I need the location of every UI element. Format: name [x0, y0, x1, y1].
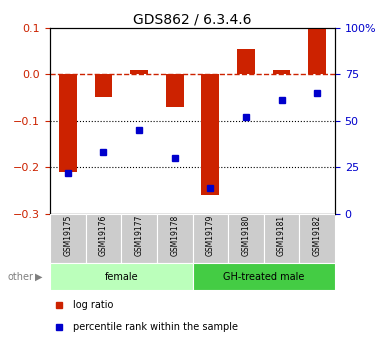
Text: log ratio: log ratio — [73, 300, 113, 310]
Text: GSM19176: GSM19176 — [99, 215, 108, 256]
Bar — [192, 263, 335, 290]
Text: GSM19178: GSM19178 — [170, 215, 179, 256]
Bar — [237, 49, 255, 74]
Text: other: other — [8, 272, 34, 282]
Bar — [166, 74, 184, 107]
Text: GSM19180: GSM19180 — [241, 215, 250, 256]
Bar — [50, 263, 192, 290]
Text: female: female — [104, 272, 138, 282]
Text: GSM19177: GSM19177 — [135, 215, 144, 256]
Bar — [59, 74, 77, 172]
Text: GSM19179: GSM19179 — [206, 215, 215, 256]
Text: percentile rank within the sample: percentile rank within the sample — [73, 322, 238, 332]
Bar — [273, 69, 290, 74]
Text: GSM19182: GSM19182 — [313, 215, 321, 256]
Title: GDS862 / 6.3.4.6: GDS862 / 6.3.4.6 — [133, 12, 252, 27]
Text: GH-treated male: GH-treated male — [223, 272, 305, 282]
Bar — [201, 74, 219, 195]
Text: ▶: ▶ — [35, 272, 42, 282]
Bar — [228, 214, 264, 263]
Bar — [192, 214, 228, 263]
Bar — [300, 214, 335, 263]
Bar — [130, 69, 148, 74]
Bar — [95, 74, 112, 97]
Text: GSM19175: GSM19175 — [64, 215, 72, 256]
Bar — [85, 214, 121, 263]
Bar — [264, 214, 300, 263]
Bar — [50, 214, 85, 263]
Bar — [121, 214, 157, 263]
Bar — [308, 28, 326, 74]
Bar — [157, 214, 192, 263]
Text: GSM19181: GSM19181 — [277, 215, 286, 256]
